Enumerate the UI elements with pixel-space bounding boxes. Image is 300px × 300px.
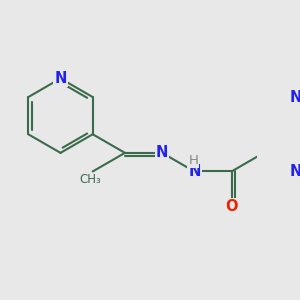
Text: H: H [188,154,198,167]
Text: CH₃: CH₃ [79,173,101,186]
Text: N: N [156,146,168,160]
Text: N: N [290,164,300,179]
Text: N: N [54,71,67,86]
Text: N: N [290,90,300,105]
Text: O: O [225,199,238,214]
Text: N: N [188,164,200,179]
